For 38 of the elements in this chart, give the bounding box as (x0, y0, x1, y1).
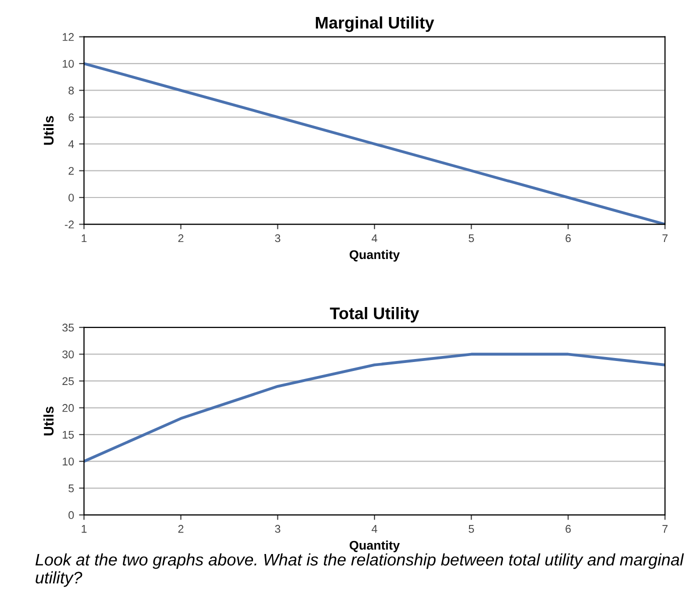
y-tick-label: 10 (62, 60, 74, 68)
y-axis-title: Utils (43, 116, 54, 145)
y-tick-label: 30 (62, 350, 74, 358)
y-tick-label: 0 (68, 511, 74, 520)
y-tick-label: 6 (68, 113, 74, 122)
y-axis-title: Utils (43, 406, 54, 436)
y-tick-label: 2 (68, 166, 74, 175)
x-axis-title: Quantity (350, 250, 400, 262)
y-tick-label: 8 (68, 86, 74, 94)
x-tick-label: 7 (662, 234, 668, 242)
line-series (84, 352, 665, 463)
y-tick-label: 12 (62, 33, 74, 41)
y-tick-label: 25 (62, 377, 74, 386)
y-tick-label: 10 (62, 458, 74, 466)
x-tick-label: 5 (468, 234, 474, 242)
x-tick-label: 6 (566, 524, 571, 533)
x-tick-label: 2 (178, 524, 184, 533)
y-tick-label: 0 (68, 194, 74, 202)
y-tick-label: 20 (62, 404, 74, 412)
chart-title: Marginal Utility (316, 16, 434, 32)
x-axis-title: Quantity (350, 540, 400, 552)
x-tick-label: 2 (178, 234, 184, 242)
text: Look at the two graphs above. What is the relationship between total utility and marginal utility? (36, 553, 684, 587)
x-tick-label: 6 (566, 234, 571, 242)
x-tick-label: 3 (275, 524, 280, 533)
x-tick-label: 4 (372, 525, 378, 533)
x-tick-label: 5 (468, 525, 474, 533)
x-tick-label: 1 (82, 525, 87, 533)
y-tick-label: 15 (62, 430, 74, 439)
y-tick-label: 4 (68, 140, 74, 148)
chart-title: Total Utility (330, 307, 420, 323)
x-tick-label: 3 (275, 234, 280, 242)
x-tick-label: 7 (662, 525, 668, 533)
x-tick-label: 1 (82, 234, 87, 242)
x-tick-label: 4 (372, 234, 378, 242)
y-tick-label: -2 (64, 220, 74, 228)
y-tick-label: 35 (62, 324, 74, 332)
y-tick-label: 5 (68, 484, 74, 492)
